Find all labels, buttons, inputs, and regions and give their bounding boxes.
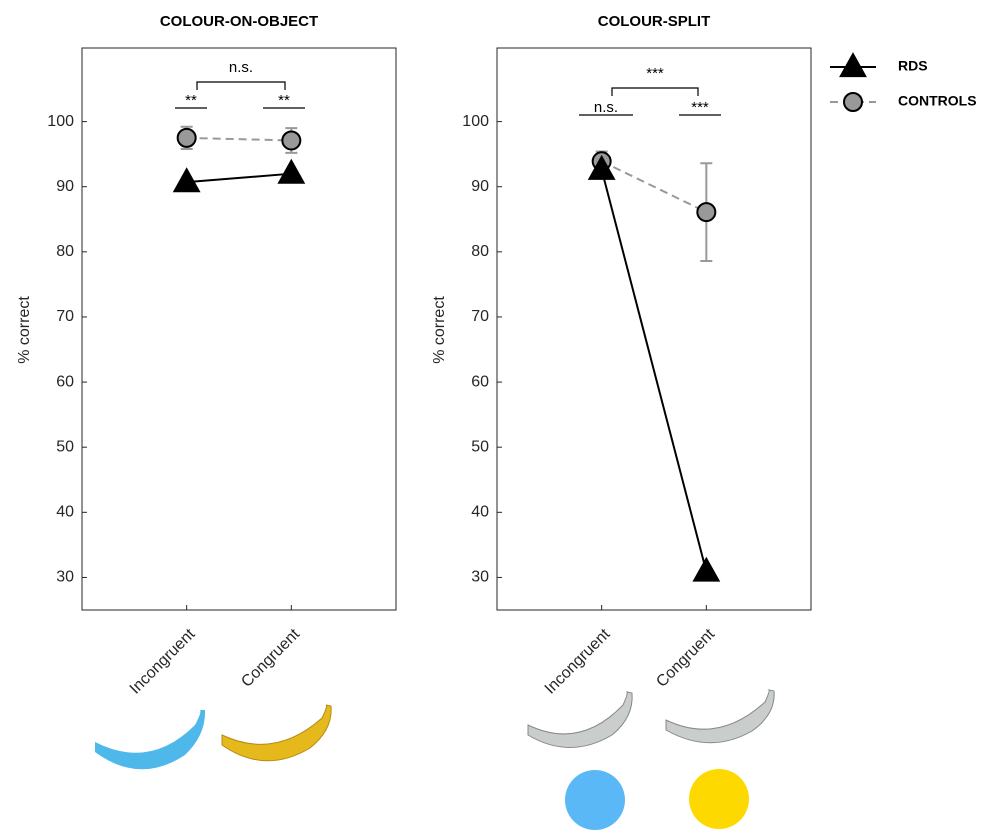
chart-title: COLOUR-ON-OBJECT	[160, 13, 318, 30]
significance-label: n.s.	[594, 99, 618, 116]
y-tick-label: 80	[471, 243, 489, 260]
series-line	[186, 172, 292, 184]
y-axis-label: % correct	[16, 296, 33, 364]
significance-label: **	[185, 92, 197, 109]
y-tick-label: 90	[56, 178, 74, 195]
circle-marker	[696, 202, 717, 223]
y-tick-label: 70	[56, 308, 74, 325]
x-tick-label: Congruent	[238, 625, 303, 690]
y-tick-label: 30	[471, 569, 489, 586]
legend-marker	[843, 92, 863, 112]
series-line	[186, 136, 292, 142]
grey-banana	[527, 691, 633, 748]
y-tick-label: 40	[56, 504, 74, 521]
yellow-banana	[221, 704, 332, 762]
y-tick-label: 60	[56, 373, 74, 390]
y-tick-label: 70	[471, 308, 489, 325]
yellow-patch	[689, 769, 749, 829]
significance-label: **	[278, 92, 290, 109]
y-tick-label: 100	[462, 113, 489, 130]
y-tick-label: 90	[471, 178, 489, 195]
y-tick-label: 60	[471, 373, 489, 390]
significance-label: n.s.	[229, 59, 253, 76]
chart-title: COLOUR-SPLIT	[598, 13, 711, 30]
circle-marker	[176, 127, 197, 148]
x-tick-label: Incongruent	[127, 625, 199, 697]
triangle-marker	[692, 556, 721, 582]
x-tick-label: Incongruent	[542, 625, 614, 697]
triangle-marker	[277, 158, 306, 184]
y-tick-label: 80	[56, 243, 74, 260]
significance-bracket	[196, 81, 286, 90]
series-line	[600, 169, 708, 572]
legend-label: RDS	[898, 58, 928, 74]
y-tick-label: 50	[56, 438, 74, 455]
blue-patch	[565, 770, 625, 830]
axes-box	[496, 47, 812, 611]
series-line	[601, 160, 707, 214]
legend-marker	[839, 52, 867, 78]
y-tick-label: 100	[47, 113, 74, 130]
axes-box	[81, 47, 397, 611]
triangle-marker	[172, 167, 201, 193]
significance-label: ***	[646, 65, 664, 82]
y-axis-label: % correct	[431, 296, 448, 364]
triangle-marker	[587, 154, 616, 180]
grey-banana	[665, 689, 775, 744]
y-tick-label: 50	[471, 438, 489, 455]
significance-bracket	[611, 87, 699, 96]
y-tick-label: 40	[471, 504, 489, 521]
legend-label: CONTROLS	[898, 93, 977, 109]
circle-marker	[281, 130, 302, 151]
x-tick-label: Congruent	[653, 625, 718, 690]
blue-banana	[95, 710, 206, 770]
significance-label: ***	[691, 99, 709, 116]
y-tick-label: 30	[56, 569, 74, 586]
stimulus-images	[95, 689, 775, 830]
